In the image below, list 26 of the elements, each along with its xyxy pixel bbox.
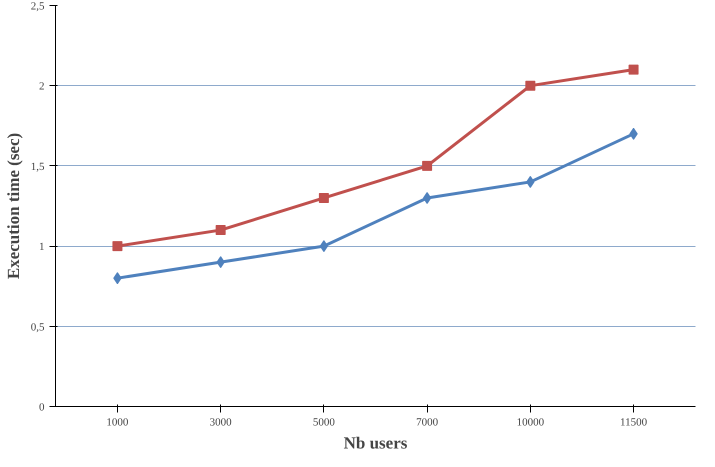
point xyxy=(216,225,226,236)
point xyxy=(216,256,225,268)
point xyxy=(422,160,432,171)
y-tick-label: 0,5 xyxy=(30,321,45,334)
point xyxy=(112,241,122,252)
x-tick-label: 10000 xyxy=(516,416,545,428)
y-tick-label: 2 xyxy=(39,80,44,93)
point xyxy=(525,80,536,91)
x-tick-label: 1000 xyxy=(106,416,129,428)
point xyxy=(629,128,638,140)
x-tick-label: 7000 xyxy=(416,416,439,428)
point xyxy=(318,192,329,203)
y-tick-label: 0 xyxy=(39,402,45,414)
x-axis-title: Nb users xyxy=(344,434,408,452)
y-tick-label: 2,5 xyxy=(30,0,45,12)
x-tick-label: 3000 xyxy=(210,416,232,428)
point xyxy=(526,176,535,188)
x-tick-label: 11500 xyxy=(620,416,648,428)
point xyxy=(320,240,328,252)
y-axis-title: Execution time (sec) xyxy=(4,132,23,280)
y-tick-label: 1,5 xyxy=(30,160,45,173)
point xyxy=(628,64,639,75)
point xyxy=(113,272,122,284)
x-tick-label: 5000 xyxy=(312,416,336,428)
point xyxy=(422,192,432,204)
y-tick-label: 1 xyxy=(39,241,44,254)
